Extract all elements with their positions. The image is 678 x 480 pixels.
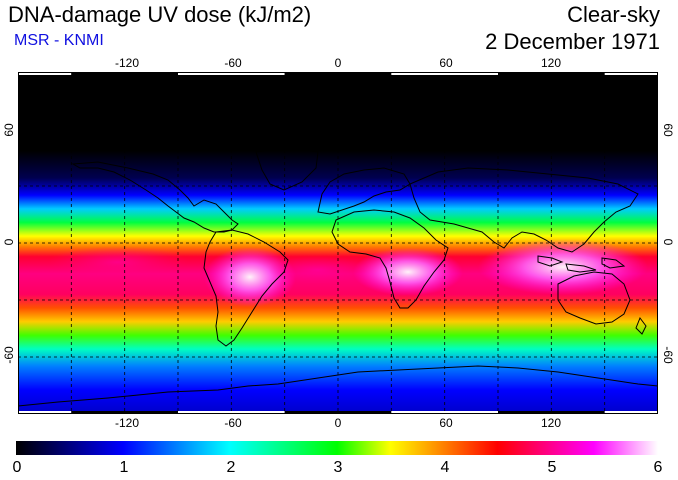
colorbar-tick: 2 xyxy=(226,459,236,476)
lon-tick-top: -60 xyxy=(224,56,242,70)
colorbar-tick: 5 xyxy=(547,459,557,476)
lon-tick-top: 60 xyxy=(439,56,453,70)
date-label: 2 December 1971 xyxy=(485,29,660,54)
map-frame xyxy=(18,72,658,414)
hotspot-africa xyxy=(353,248,463,296)
source-label: MSR - KNMI xyxy=(14,32,104,49)
asia-outline xyxy=(409,167,639,253)
colorbar xyxy=(16,441,658,455)
south-america-outline xyxy=(203,229,289,347)
warm-band-atlantic xyxy=(268,256,368,284)
lat-tick-left: 0 xyxy=(2,238,16,246)
lon-tick-top: 120 xyxy=(540,56,562,70)
lat-tick-right: -60 xyxy=(661,346,675,364)
lon-tick-bottom: -120 xyxy=(114,416,140,430)
graticule xyxy=(18,72,658,414)
lon-tick-bottom: -60 xyxy=(224,416,242,430)
indonesia-outline xyxy=(537,255,626,273)
new-zealand-outline xyxy=(635,316,647,335)
colorbar-tick: 6 xyxy=(653,459,663,476)
map-title: DNA-damage UV dose (kJ/m2) xyxy=(8,2,312,27)
lat-tick-right: 0 xyxy=(661,238,675,246)
frame-ticks xyxy=(18,72,658,414)
warm-band-pacific xyxy=(48,246,188,278)
colorbar-tick: 0 xyxy=(12,459,22,476)
antarctica-outline xyxy=(18,365,658,407)
australia-outline xyxy=(557,271,631,325)
hotspot-south-america xyxy=(204,247,296,307)
lat-tick-left: -60 xyxy=(2,346,16,364)
lon-tick-top: -120 xyxy=(114,56,140,70)
lat-tick-left: 60 xyxy=(2,123,16,137)
lon-tick-bottom: 120 xyxy=(540,416,562,430)
hotspot-indonesia-australia xyxy=(478,239,648,295)
lon-tick-bottom: 60 xyxy=(439,416,453,430)
lat-tick-right: 60 xyxy=(661,123,675,137)
colorbar-tick: 4 xyxy=(440,459,450,476)
colorbar-tick: 3 xyxy=(333,459,343,476)
colorbar-gradient xyxy=(16,441,658,455)
uv-dose-map xyxy=(18,72,658,414)
sky-condition-label: Clear-sky xyxy=(567,2,660,27)
lon-tick-bottom: 0 xyxy=(334,416,342,430)
greenland-outline xyxy=(255,147,319,191)
europe-outline xyxy=(317,167,411,215)
colorbar-tick: 1 xyxy=(119,459,129,476)
lon-tick-top: 0 xyxy=(334,56,342,70)
